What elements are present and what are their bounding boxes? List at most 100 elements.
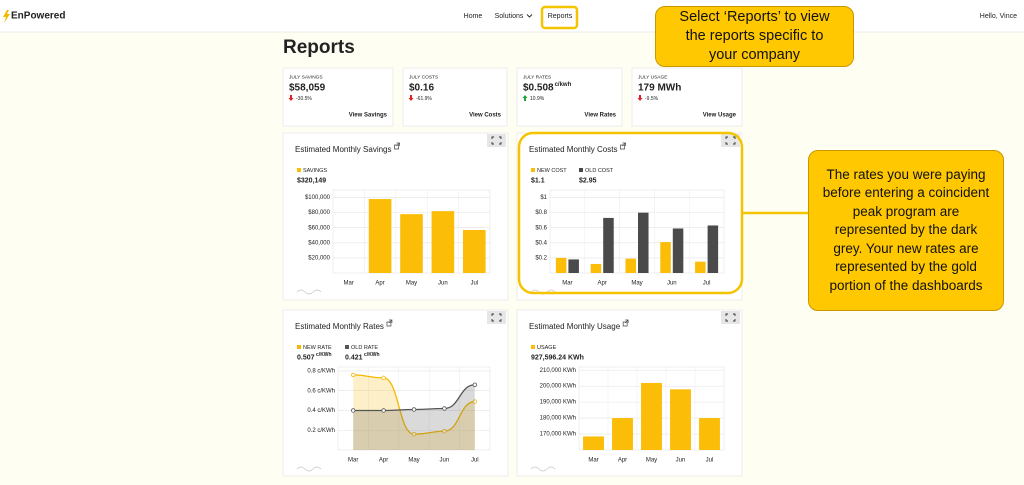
y-tick-label: $40,000 — [308, 240, 330, 246]
greeting[interactable]: Hello, Vince — [980, 13, 1017, 20]
kpi-arrow — [522, 95, 528, 101]
area — [353, 384, 475, 450]
kpi-link[interactable]: View Costs — [469, 113, 502, 119]
kpi-card — [282, 67, 394, 127]
legend-swatch — [531, 168, 535, 172]
legend-label: NEW RATE — [303, 345, 332, 351]
mini-wave — [296, 466, 322, 472]
kpi-change: -61.9% — [416, 96, 432, 102]
point — [381, 375, 386, 381]
x-tick-label: Mar — [588, 458, 598, 464]
y-tick-label: 200,000 KWh — [540, 384, 576, 390]
bar — [695, 261, 706, 273]
y-tick-label: 170,000 KWh — [540, 432, 576, 438]
point — [442, 406, 447, 411]
point — [351, 372, 356, 378]
x-tick-label: May — [631, 281, 642, 287]
kpi-card — [402, 67, 508, 127]
chart-title: Estimated Monthly Usage — [529, 322, 621, 331]
expand-button[interactable] — [487, 311, 506, 324]
y-tick-label: 190,000 KWh — [540, 400, 576, 406]
plot-area — [549, 189, 725, 274]
nav-link[interactable]: Home — [464, 13, 483, 20]
y-tick-label: $0.2 — [535, 255, 547, 261]
kpi-link[interactable]: View Usage — [703, 113, 737, 119]
nav-link[interactable]: Reports — [548, 13, 573, 20]
x-tick-label: Jun — [440, 458, 450, 464]
bar — [625, 258, 636, 273]
y-tick-label: $0.4 — [535, 240, 547, 246]
y-tick-label: 0.2 c/KWh — [307, 428, 335, 434]
expand-icon — [491, 136, 502, 145]
legend-label: SAVINGS — [303, 168, 327, 174]
y-tick-label: 0.8 c/KWh — [307, 369, 335, 375]
legend-swatch — [297, 345, 301, 349]
bar — [583, 436, 604, 450]
kpi-label: JULY USAGE — [638, 74, 667, 80]
bar — [603, 217, 614, 273]
bar — [462, 229, 486, 273]
y-tick-label: $20,000 — [308, 255, 330, 261]
callout: The rates you were paying before enterin… — [808, 150, 1004, 311]
legend-value: 0.507 — [297, 354, 315, 361]
bar — [638, 212, 649, 273]
y-tick-label: 0.6 c/KWh — [307, 388, 335, 394]
external-link-icon — [620, 142, 626, 150]
x-tick-label: May — [406, 281, 417, 287]
bar — [568, 259, 579, 273]
x-tick-label: Jul — [703, 281, 711, 287]
y-tick-label: $0.8 — [535, 210, 547, 216]
bar — [699, 418, 720, 450]
kpi-link[interactable]: View Rates — [584, 113, 616, 119]
point — [472, 382, 477, 387]
kpi-change: -30.5% — [296, 96, 312, 102]
kpi-card — [516, 67, 623, 127]
chart-title: Estimated Monthly Costs — [529, 145, 617, 154]
x-tick-label: Apr — [375, 281, 384, 287]
chevron — [526, 14, 533, 18]
kpi-link[interactable]: View Savings — [349, 113, 388, 119]
kpi-arrow — [288, 95, 294, 101]
kpi-unit: c/kwh — [555, 82, 572, 88]
legend-swatch — [579, 168, 583, 172]
x-tick-label: Mar — [348, 458, 358, 464]
expand-button[interactable] — [487, 134, 506, 147]
expand-icon — [725, 136, 736, 145]
external-link-icon — [622, 319, 629, 327]
bar — [612, 418, 633, 450]
legend-value: $320,149 — [297, 177, 326, 184]
bar — [670, 389, 691, 450]
legend-value: $1.1 — [531, 177, 545, 184]
kpi-change: 10.9% — [530, 96, 545, 102]
y-tick-label: 180,000 KWh — [540, 416, 576, 422]
kpi-value: $0.16 — [409, 83, 434, 94]
expand-icon — [491, 313, 502, 322]
point — [411, 431, 417, 437]
legend-label: OLD COST — [585, 168, 614, 174]
kpi-label: JULY RATES — [523, 74, 551, 80]
x-tick-label: Mar — [344, 281, 354, 287]
bar — [641, 382, 662, 450]
expand-button[interactable] — [721, 311, 740, 324]
kpi-value: $58,059 — [289, 83, 326, 94]
brand[interactable]: EnPowered — [11, 11, 65, 22]
y-tick-label: 0.4 c/KWh — [307, 408, 335, 414]
y-tick-label: $0.6 — [535, 225, 547, 231]
point — [351, 408, 356, 413]
point — [381, 408, 386, 413]
mini-wave — [530, 466, 556, 472]
y-tick-label: $60,000 — [308, 225, 330, 231]
point — [472, 399, 477, 404]
point — [442, 429, 447, 434]
bar — [672, 228, 684, 273]
nav-link[interactable]: Solutions — [495, 13, 524, 20]
legend-label: OLD RATE — [351, 345, 378, 351]
kpi-value: 179 MWh — [638, 83, 681, 94]
legend-swatch — [297, 168, 301, 172]
chart-title: Estimated Monthly Savings — [295, 145, 392, 154]
highlight-box — [540, 5, 579, 30]
kpi-value: $0.508 — [523, 83, 554, 94]
x-tick-label: Mar — [562, 281, 572, 287]
